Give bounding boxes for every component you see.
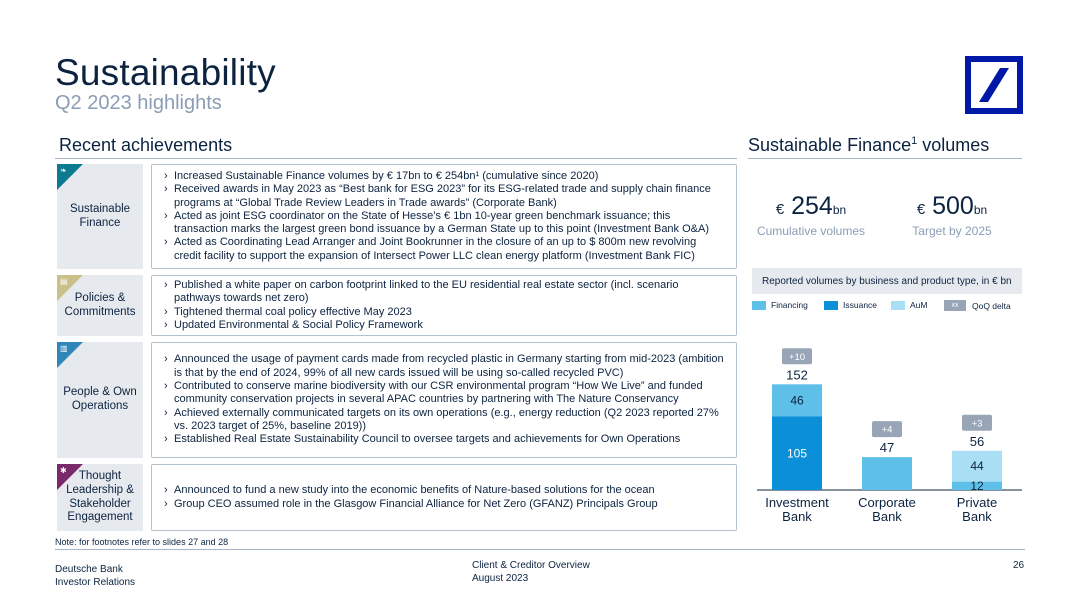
leaf-icon: ❧ xyxy=(60,166,67,175)
section-divider-left xyxy=(55,158,737,159)
row-label-policies: ▤ Policies & Commitments xyxy=(57,275,143,336)
footer-doc: Client & Creditor Overview August 2023 xyxy=(472,560,590,584)
list-item: › Tightened thermal coal policy effective… xyxy=(164,305,412,318)
list-item: › Contributed to conserve marine biodiver… xyxy=(164,380,703,406)
list-item: › Increased Sustainable Finance volumes b… xyxy=(164,169,599,182)
page-number: 26 xyxy=(1013,560,1025,571)
qoq-delta-badge xyxy=(962,414,992,431)
stacked-bar-chart: 10546152+10InvestmentBank47+4CorporateBa… xyxy=(757,348,1022,524)
deutsche-bank-logo xyxy=(965,56,1023,114)
section-heading-volumes: Sustainable Finance1 volumes xyxy=(748,135,990,155)
category-label: Private xyxy=(957,495,997,510)
qoq-delta-label: +10 xyxy=(789,352,805,363)
list-item: › Acted as Coordinating Lead Arranger and… xyxy=(164,236,697,262)
category-marker xyxy=(57,164,83,190)
section-divider-right xyxy=(748,158,1022,159)
legend-swatch xyxy=(824,300,838,310)
row-content-policies: › Published a white paper on carbon footp… xyxy=(151,275,737,336)
qoq-delta-label: +4 xyxy=(882,425,893,436)
kpi-cumulative: € 254bn Cumulative volumes xyxy=(756,192,866,238)
chart-title: Reported volumes by business and product… xyxy=(752,268,1022,294)
segment-value-label: 44 xyxy=(970,459,984,473)
qoq-delta-label: +3 xyxy=(972,418,983,429)
footnote: Note: for footnotes refer to slides 27 a… xyxy=(55,537,229,547)
total-value-label: 56 xyxy=(970,434,984,449)
row-label-people: ▥ People & Own Operations xyxy=(57,342,143,458)
segment-value-label: 105 xyxy=(787,446,807,460)
list-item: › Announced the usage of payment cards ma… xyxy=(164,353,724,379)
list-item: › Published a white paper on carbon footp… xyxy=(164,278,679,305)
row-label-thought-leadership: ✱ Thought Leadership & Stakeholder Engag… xyxy=(57,464,143,531)
total-value-label: 47 xyxy=(880,440,894,455)
document-icon: ▤ xyxy=(60,277,68,286)
row-content-thought-leadership: › Announced to fund a new study into the … xyxy=(151,464,737,531)
footer-company: Deutsche Bank Investor Relations xyxy=(55,564,136,588)
legend-issuance: Issuance xyxy=(824,300,877,310)
bar-segment-financing xyxy=(772,384,822,417)
kpi-target: € 500bn Target by 2025 xyxy=(912,192,992,238)
bar-segment-financing xyxy=(862,457,912,490)
category-marker xyxy=(57,275,83,301)
category-label: Bank xyxy=(782,509,812,524)
page-title: Sustainability xyxy=(55,52,276,93)
category-marker xyxy=(57,342,83,368)
segment-value-label: 46 xyxy=(790,393,804,407)
list-item: › Announced to fund a new study into the … xyxy=(164,484,655,497)
category-label: Corporate xyxy=(858,495,916,510)
total-value-label: 152 xyxy=(786,367,808,382)
bar-segment-financing xyxy=(952,481,1002,490)
category-label: Investment xyxy=(765,495,829,510)
building-icon: ▥ xyxy=(60,344,68,353)
legend-delta: xx QoQ delta xyxy=(944,300,1011,311)
footer-divider xyxy=(55,549,1025,550)
page-subtitle: Q2 2023 highlights xyxy=(55,92,222,114)
bar-segment-issuance xyxy=(772,416,822,490)
legend-delta-marker: xx xyxy=(944,300,966,311)
list-item: › Acted as joint ESG coordinator on the S… xyxy=(164,209,709,236)
list-item: › Updated Environmental & Social Policy F… xyxy=(164,318,423,331)
row-content-sustainable-finance: › Increased Sustainable Finance volumes b… xyxy=(151,164,737,269)
legend-swatch xyxy=(752,300,766,310)
category-label: Bank xyxy=(962,509,992,524)
list-item: › Established Real Estate Sustainability … xyxy=(164,433,681,446)
logo-slash-icon xyxy=(979,68,1009,102)
qoq-delta-badge xyxy=(872,421,902,438)
list-item: › Group CEO assumed role in the Glasgow F… xyxy=(164,497,658,510)
legend-financing: Financing xyxy=(752,300,808,310)
segment-value-label: 12 xyxy=(970,479,984,493)
qoq-delta-badge xyxy=(782,348,812,365)
category-label: Bank xyxy=(872,509,902,524)
section-heading-achievements: Recent achievements xyxy=(59,135,233,155)
bar-segment-aum xyxy=(952,450,1002,482)
list-item: › Achieved externally communicated target… xyxy=(164,406,719,432)
legend-aum: AuM xyxy=(891,300,927,310)
list-item: › Received awards in May 2023 as “Best ba… xyxy=(164,183,711,209)
lightbulb-icon: ✱ xyxy=(60,466,67,475)
legend-swatch xyxy=(891,300,905,310)
row-label-sustainable-finance: ❧ Sustainable Finance xyxy=(57,164,143,269)
category-marker xyxy=(57,464,83,490)
row-content-people: › Announced the usage of payment cards ma… xyxy=(151,342,737,458)
